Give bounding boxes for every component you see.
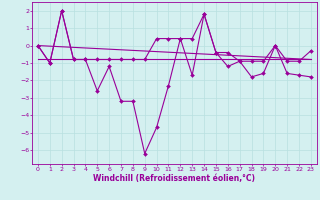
X-axis label: Windchill (Refroidissement éolien,°C): Windchill (Refroidissement éolien,°C) [93, 174, 255, 183]
